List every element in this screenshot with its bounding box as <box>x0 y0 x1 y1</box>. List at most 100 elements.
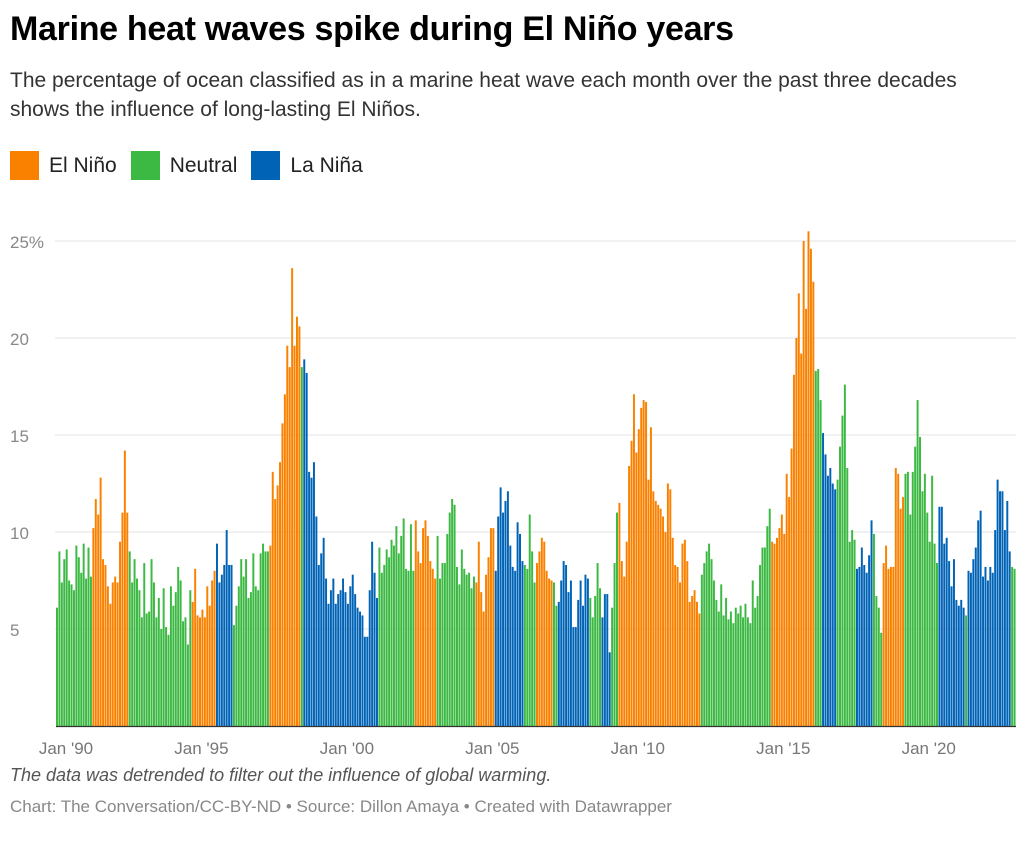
bar-el-nino <box>480 592 483 726</box>
bar-el-nino <box>632 394 635 726</box>
bar-neutral <box>65 549 68 726</box>
bar-neutral <box>392 545 395 726</box>
bar-la-nina <box>999 491 1001 726</box>
bar-el-nino <box>208 605 211 726</box>
bar-el-nino <box>291 268 294 726</box>
bar-la-nina <box>504 500 507 726</box>
bar-la-nina <box>950 586 953 726</box>
bar-el-nino <box>686 561 689 726</box>
bar-el-nino <box>191 601 194 726</box>
bar-el-nino <box>431 568 434 726</box>
bar-el-nino <box>279 462 281 726</box>
bar-neutral <box>533 582 536 726</box>
bar-la-nina <box>582 605 585 726</box>
bar-neutral <box>182 621 185 726</box>
bar-neutral <box>814 370 817 726</box>
bar-neutral <box>448 512 451 726</box>
bar-el-nino <box>422 528 425 726</box>
bar-neutral <box>613 563 616 726</box>
bar-la-nina <box>339 590 342 726</box>
bar-neutral <box>766 526 769 726</box>
bar-la-nina <box>349 586 352 726</box>
bar-el-nino <box>543 541 546 726</box>
bar-la-nina <box>945 537 948 726</box>
bar-neutral <box>189 590 192 726</box>
bar-la-nina <box>329 590 332 726</box>
legend-item-neutral: Neutral <box>130 151 237 180</box>
bar-la-nina <box>494 570 497 726</box>
bar-el-nino <box>97 514 100 726</box>
bar-el-nino <box>771 541 774 726</box>
bar-el-nino <box>902 497 905 726</box>
bar-neutral <box>936 563 938 726</box>
bar-neutral <box>58 551 61 726</box>
bar-neutral <box>162 588 165 726</box>
bar-neutral <box>242 576 245 726</box>
bar-el-nino <box>795 338 798 726</box>
bar-neutral <box>388 557 391 726</box>
bar-la-nina <box>310 477 313 726</box>
legend-item-el-nino: El Niño <box>10 151 117 180</box>
y-tick-label: 20 <box>10 330 29 349</box>
bar-neutral <box>933 543 936 726</box>
bar-neutral <box>453 504 456 726</box>
bar-neutral <box>921 491 924 726</box>
bar-el-nino <box>649 427 652 726</box>
bar-el-nino <box>550 580 553 726</box>
bar-neutral <box>145 613 148 726</box>
bar-el-nino <box>116 582 119 726</box>
bar-el-nino <box>293 345 296 726</box>
bar-neutral <box>446 533 449 726</box>
bar-neutral <box>240 559 243 726</box>
bar-el-nino <box>276 485 279 726</box>
bar-neutral <box>916 400 919 726</box>
bar-neutral <box>841 415 844 726</box>
bar-el-nino <box>625 541 628 726</box>
bar-neutral <box>919 436 921 726</box>
bar-la-nina <box>322 537 325 726</box>
bar-el-nino <box>281 423 284 726</box>
bar-neutral <box>407 570 410 726</box>
bar-neutral <box>531 551 534 726</box>
bar-chart: 5 10 15 20 25% Jan '90 Jan '95 Jan '00 Jan '05 Ja… <box>10 231 1016 758</box>
bar-neutral <box>439 578 441 726</box>
bar-la-nina <box>223 564 226 726</box>
bar-el-nino <box>797 293 800 726</box>
bar-el-nino <box>434 578 437 726</box>
bar-el-nino <box>628 466 631 726</box>
bar-el-nino <box>213 570 216 726</box>
bar-neutral <box>235 605 238 726</box>
bar-neutral <box>732 623 735 726</box>
bar-neutral <box>186 644 189 726</box>
bar-neutral <box>746 617 749 726</box>
bar-neutral <box>148 611 151 726</box>
legend-label: La Niña <box>290 153 363 177</box>
bar-la-nina <box>870 520 873 726</box>
bar-la-nina <box>509 545 512 726</box>
bar-la-nina <box>514 570 517 726</box>
bar-la-nina <box>225 530 228 726</box>
bar-neutral <box>737 613 740 726</box>
bar-el-nino <box>296 316 298 726</box>
bar-la-nina <box>1001 491 1004 726</box>
x-tick-label: Jan '95 <box>174 739 228 758</box>
bar-neutral <box>172 605 175 726</box>
bar-la-nina <box>969 572 972 726</box>
bar-el-nino <box>623 576 626 726</box>
y-tick-label: 10 <box>10 524 29 543</box>
bar-el-nino <box>485 574 488 726</box>
bar-el-nino <box>545 570 548 726</box>
bar-la-nina <box>502 512 505 726</box>
legend-label: El Niño <box>49 153 117 177</box>
bar-la-nina <box>346 603 349 726</box>
bar-neutral <box>725 597 728 726</box>
bar-neutral <box>395 526 398 726</box>
bar-neutral <box>140 617 143 726</box>
bar-la-nina <box>948 561 951 726</box>
bar-neutral <box>877 607 880 726</box>
bar-la-nina <box>565 564 568 726</box>
bar-neutral <box>249 592 252 726</box>
bar-neutral <box>720 584 723 726</box>
bar-neutral <box>252 553 255 726</box>
bar-neutral <box>402 518 405 726</box>
